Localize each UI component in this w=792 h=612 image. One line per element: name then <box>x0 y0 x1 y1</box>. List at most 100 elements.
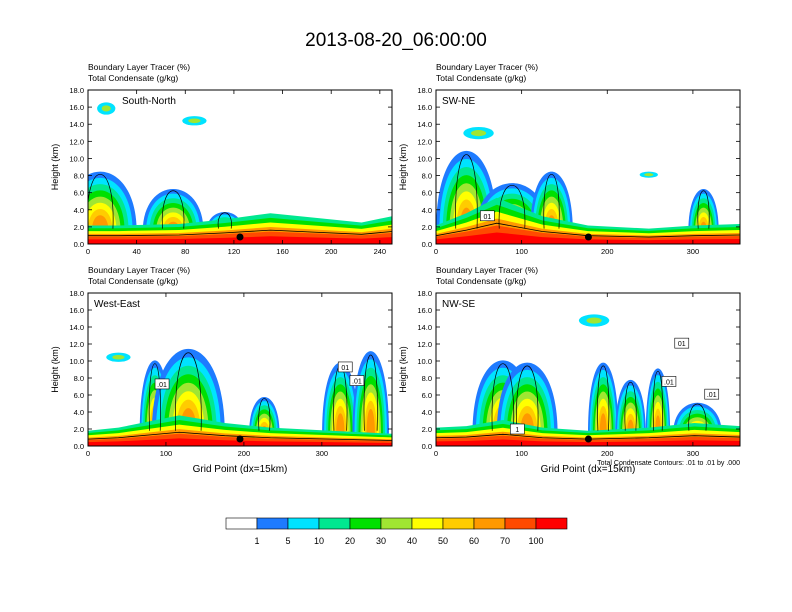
x-tick-label: 300 <box>316 449 329 458</box>
y-tick-label: 12.0 <box>69 340 84 349</box>
location-marker <box>584 233 592 241</box>
condensate-contour <box>258 398 271 431</box>
terrain-line <box>436 222 740 238</box>
y-tick-label: 14.0 <box>69 120 84 129</box>
contour-label-box <box>510 423 525 435</box>
y-tick-label: 14.0 <box>69 323 84 332</box>
x-tick-label: 0 <box>434 449 438 458</box>
tracer-cell-core <box>112 354 125 360</box>
contour-label-box <box>674 337 690 349</box>
field-label-condensate: Total Condensate (g/kg) <box>436 276 526 286</box>
condensate-contour <box>175 352 202 431</box>
panel-label: SW-NE <box>442 96 475 107</box>
tracer-cell-core <box>101 105 111 112</box>
y-tick-label: 0.0 <box>422 442 432 451</box>
location-marker <box>236 435 244 443</box>
panel-frame <box>435 89 741 245</box>
y-tick-label: 2.0 <box>422 223 432 232</box>
y-tick-label: 0.0 <box>74 240 84 249</box>
tracer-cell-core <box>586 317 602 324</box>
condensate-contour <box>161 190 185 229</box>
y-tick-label: 10.0 <box>417 357 432 366</box>
condensate-contour <box>491 363 515 431</box>
y-tick-label: 16.0 <box>69 103 84 112</box>
location-marker <box>236 233 244 241</box>
contour-label: .01 <box>664 379 674 386</box>
colorbar-label: 20 <box>345 536 355 546</box>
tracer-plume <box>366 408 375 434</box>
colorbar-label: 30 <box>376 536 386 546</box>
y-tick-label: 10.0 <box>69 357 84 366</box>
colorbar-swatch <box>442 517 475 530</box>
x-axis-label: Grid Point (dx=15km) <box>193 464 288 475</box>
panel-label: West-East <box>94 299 140 310</box>
panel-nw-se: 01.01.0110.02.04.06.08.010.012.014.016.0… <box>398 265 741 475</box>
colorbar-label: 1 <box>254 536 259 546</box>
field-label-tracer: Boundary Layer Tracer (%) <box>436 62 538 72</box>
x-tick-label: 240 <box>374 247 387 256</box>
y-tick-label: 14.0 <box>417 120 432 129</box>
x-tick-label: 200 <box>601 247 614 256</box>
y-tick-label: 6.0 <box>74 391 84 400</box>
y-tick-label: 6.0 <box>74 189 84 198</box>
x-tick-label: 200 <box>238 449 251 458</box>
y-tick-label: 8.0 <box>422 374 432 383</box>
contour-label: 01 <box>483 214 491 221</box>
x-tick-label: 200 <box>325 247 338 256</box>
y-tick-label: 18.0 <box>69 86 84 95</box>
y-tick-label: 8.0 <box>74 172 84 181</box>
tracer-field <box>88 102 392 244</box>
terrain-line <box>436 433 740 440</box>
y-tick-label: 6.0 <box>422 391 432 400</box>
terrain-line <box>88 431 392 441</box>
tracer-cell-core <box>188 118 201 124</box>
panel-west-east: .0101.010.02.04.06.08.010.012.014.016.01… <box>50 265 393 475</box>
y-tick-label: 8.0 <box>74 374 84 383</box>
colorbar-swatch <box>318 517 351 530</box>
panel-south-north: 0.0 2.0 4.0 6.0 8.0 10.0 12.0 14.0 16.0 18.0 0 40 80… <box>50 62 393 256</box>
contour-label: 01 <box>678 341 686 348</box>
contour-label: .01 <box>157 382 167 389</box>
contour-label-box <box>480 210 495 222</box>
location-marker <box>584 435 592 443</box>
y-tick-label: 4.0 <box>74 206 84 215</box>
condensate-contour <box>88 173 114 229</box>
contour-label-box <box>154 378 170 390</box>
boundary-layer-band <box>436 232 740 244</box>
x-tick-label: 100 <box>160 449 173 458</box>
contour-label-box <box>704 388 720 400</box>
condensate-contour <box>515 365 539 431</box>
colorbar-label: 40 <box>407 536 417 546</box>
condensate-contour <box>217 212 232 229</box>
y-tick-label: 16.0 <box>417 306 432 315</box>
y-axis-label: Height (km) <box>398 346 408 393</box>
tracer-field <box>436 126 740 244</box>
colorbar-label: 100 <box>528 536 543 546</box>
boundary-layer-band <box>436 439 740 446</box>
y-tick-label: 2.0 <box>74 223 84 232</box>
x-tick-label: 0 <box>86 449 90 458</box>
x-tick-label: 0 <box>86 247 90 256</box>
y-tick-label: 16.0 <box>69 306 84 315</box>
colorbar-swatch <box>287 517 320 530</box>
x-tick-label: 40 <box>132 247 140 256</box>
x-tick-label: 200 <box>601 449 614 458</box>
condensate-contour <box>597 365 610 431</box>
contour-label: .01 <box>352 379 362 386</box>
y-axis-label: Height (km) <box>50 144 60 191</box>
figure-title: 2013-08-20_06:00:00 <box>305 30 487 51</box>
condensate-contour <box>455 154 478 229</box>
panel-frame <box>87 89 393 245</box>
x-tick-label: 300 <box>687 247 700 256</box>
x-tick-label: 120 <box>228 247 241 256</box>
y-tick-label: 16.0 <box>417 103 432 112</box>
x-tick-label: 160 <box>276 247 289 256</box>
colorbar-label: 5 <box>285 536 290 546</box>
panel-label: South-North <box>122 96 176 107</box>
tracer-cell-core <box>470 130 487 137</box>
condensate-contour <box>543 174 560 229</box>
contour-label-box <box>337 361 353 373</box>
y-tick-label: 4.0 <box>74 408 84 417</box>
